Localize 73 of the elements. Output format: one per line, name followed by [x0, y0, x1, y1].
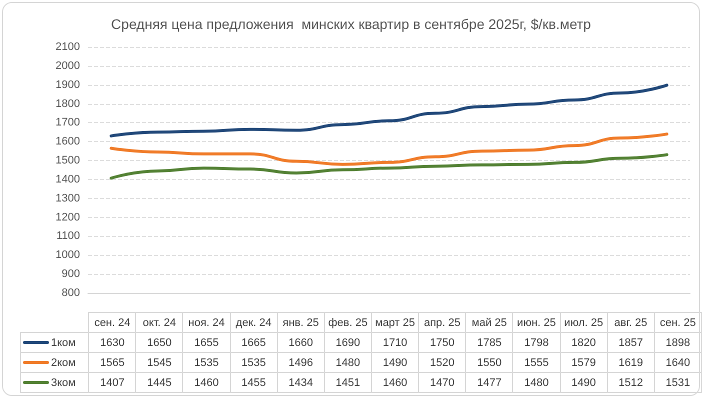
x-tick-label: окт. 24 [136, 312, 183, 332]
data-label: 1490 [560, 372, 608, 392]
x-tick-label: июл. 25 [560, 312, 608, 332]
data-label: 1490 [371, 352, 419, 372]
y-tick-label: 1000 [56, 249, 80, 262]
y-tick-label: 2000 [56, 60, 80, 72]
x-tick-label: дек. 24 [230, 312, 278, 332]
data-label: 1477 [466, 372, 513, 392]
data-label: 1798 [512, 332, 560, 352]
data-label: 1480 [324, 352, 372, 372]
chart-title: Средняя цена предложения минских квартир в сентябре 2025г, $/кв.метр [111, 16, 592, 32]
data-label: 1750 [418, 332, 466, 352]
data-label: 1579 [560, 352, 608, 372]
line-series [110, 132, 668, 166]
data-label: 1531 [654, 372, 702, 392]
y-tick-label: 1400 [56, 173, 80, 186]
x-tick-label: сен. 24 [88, 312, 136, 332]
x-tick-label: янв. 25 [277, 312, 324, 332]
data-label: 1407 [88, 372, 136, 392]
data-label: 1630 [88, 332, 136, 352]
y-tick-label: 900 [62, 268, 80, 280]
legend-label: 2ком [51, 356, 76, 368]
x-tick-label: март 25 [371, 312, 419, 332]
data-label: 1496 [277, 352, 324, 372]
data-label: 1690 [324, 332, 372, 352]
x-tick-label: фев. 25 [324, 312, 372, 332]
y-tick-label: 2100 [56, 41, 80, 53]
y-tick-label: 1300 [56, 192, 80, 204]
data-label: 1555 [512, 352, 560, 372]
y-tick-label: 1100 [56, 230, 80, 242]
data-label: 1710 [371, 332, 419, 352]
data-label: 1460 [182, 372, 230, 392]
legend-label: 3ком [51, 376, 76, 388]
data-label: 1512 [607, 372, 654, 392]
y-tick-label: 1600 [56, 136, 80, 148]
data-label: 1451 [324, 372, 372, 392]
data-label: 1665 [230, 332, 278, 352]
data-label: 1619 [607, 352, 654, 372]
data-label: 1898 [654, 332, 702, 352]
y-tick-label: 800 [62, 287, 80, 299]
x-tick-label: авг. 25 [607, 312, 654, 332]
data-label: 1785 [466, 332, 513, 352]
data-label: 1820 [560, 332, 608, 352]
data-label: 1655 [182, 332, 230, 352]
data-label: 1535 [230, 352, 278, 372]
data-label: 1434 [277, 372, 324, 392]
y-tick-label: 1200 [56, 211, 80, 224]
data-label: 1460 [371, 372, 419, 392]
data-label: 1470 [418, 372, 466, 392]
x-tick-label: май 25 [466, 312, 513, 332]
y-tick-label: 1900 [56, 78, 80, 91]
legend-label: 1ком [51, 336, 76, 348]
data-label: 1545 [136, 352, 183, 372]
x-tick-label: июн. 25 [512, 312, 560, 332]
x-tick-label: сен. 25 [654, 312, 702, 332]
line-series [110, 84, 668, 138]
data-label: 1857 [607, 332, 654, 352]
data-label: 1650 [136, 332, 183, 352]
data-label: 1520 [418, 352, 466, 372]
x-tick-label: апр. 25 [418, 312, 466, 332]
x-tick-label: ноя. 24 [182, 312, 230, 332]
y-tick-label: 1500 [56, 154, 80, 167]
data-label: 1445 [136, 372, 183, 392]
data-label: 1640 [654, 352, 702, 372]
y-tick-label: 1800 [56, 98, 80, 110]
data-label: 1550 [466, 352, 513, 372]
data-label: 1660 [277, 332, 324, 352]
data-label: 1535 [182, 352, 230, 372]
data-label: 1480 [512, 372, 560, 392]
y-tick-label: 1700 [56, 116, 80, 129]
line-series [110, 153, 668, 180]
data-label: 1565 [88, 352, 136, 372]
data-label: 1455 [230, 372, 278, 392]
